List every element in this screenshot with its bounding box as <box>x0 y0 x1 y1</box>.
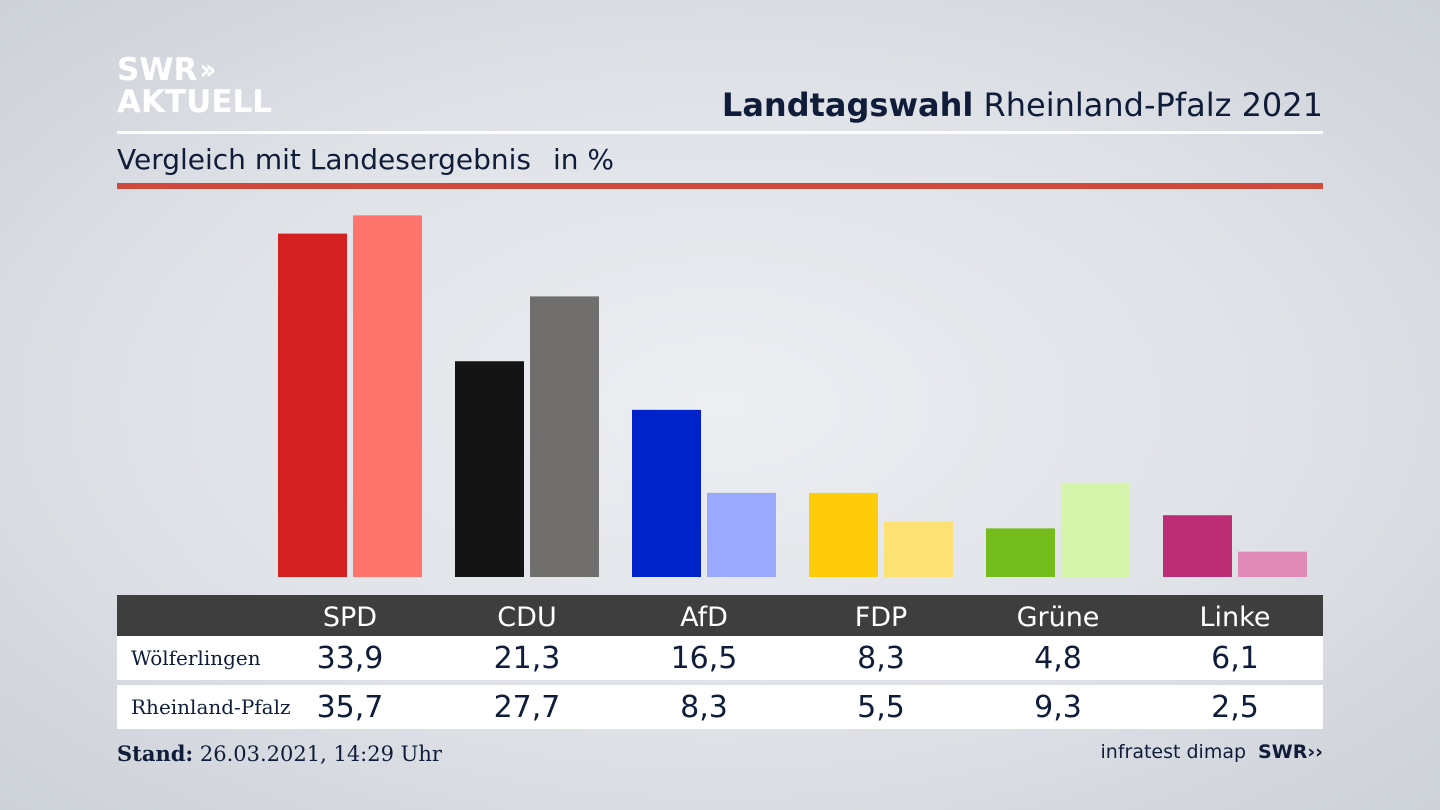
bar-cdu-state <box>530 296 599 577</box>
table-cell: 9,3 <box>1034 689 1082 725</box>
bar-grüne-state <box>1061 482 1130 577</box>
column-header: Grüne <box>1016 602 1100 633</box>
divider-accent <box>117 183 1323 189</box>
brand-logo: SWR›› <box>1258 741 1323 763</box>
table-cell: 4,8 <box>1034 640 1082 676</box>
table-header-row: SPD CDU AfD FDP Grüne Linke <box>117 595 1323 636</box>
bar-grüne-local <box>986 528 1055 577</box>
title-bold: Landtagswahl <box>721 86 974 124</box>
table-cell: 21,3 <box>493 640 561 676</box>
table-cell: 5,5 <box>857 689 905 725</box>
table-cell: 8,3 <box>680 689 728 725</box>
stand-value: 26.03.2021, 14:29 Uhr <box>199 742 442 766</box>
title-rest: Rheinland-Pfalz 2021 <box>983 86 1323 124</box>
table-row: Rheinland-Pfalz 35,7 27,7 8,3 5,5 9,3 2,5 <box>117 685 1323 729</box>
bar-afd-state <box>707 492 776 577</box>
bar-spd-state <box>353 215 422 577</box>
row-label: Wölferlingen <box>131 646 261 670</box>
table-cell: 27,7 <box>493 689 561 725</box>
results-table: SPD CDU AfD FDP Grüne Linke Wölferlingen 33,9… <box>117 595 1323 729</box>
unit-label: in % <box>552 143 615 176</box>
brand-chevron-icon: ›› <box>1307 741 1323 763</box>
table-cell: 33,9 <box>316 640 384 676</box>
source-credit: infratest dimap SWR›› <box>1101 741 1324 763</box>
column-header: SPD <box>322 602 378 633</box>
column-header: FDP <box>854 602 908 633</box>
bar-fdp-local <box>809 492 878 577</box>
table-cell: 8,3 <box>857 640 905 676</box>
bar-spd-local <box>278 233 347 577</box>
table-cell: 2,5 <box>1211 689 1259 725</box>
bar-cdu-local <box>455 361 524 577</box>
chart-subtitle: Vergleich mit Landesergebnis in % <box>117 143 614 176</box>
logo-line1: SWR <box>117 52 198 88</box>
bar-fdp-state <box>884 521 953 577</box>
column-header: AfD <box>680 602 728 633</box>
table-cell: 6,1 <box>1211 640 1259 676</box>
row-label: Rheinland-Pfalz <box>131 695 291 719</box>
column-header: Linke <box>1199 602 1271 633</box>
table-row: Wölferlingen 33,9 21,3 16,5 8,3 4,8 6,1 <box>117 636 1323 680</box>
stand-label: Stand: <box>117 741 194 766</box>
bar-afd-local <box>632 409 701 577</box>
divider-white <box>117 131 1323 134</box>
timestamp: Stand: 26.03.2021, 14:29 Uhr <box>117 741 442 766</box>
bar-linke-state <box>1238 551 1307 577</box>
column-header: CDU <box>497 602 557 633</box>
bar-linke-local <box>1163 515 1232 577</box>
subtitle-text: Vergleich mit Landesergebnis <box>117 143 531 176</box>
page-title: Landtagswahl Rheinland-Pfalz 2021 <box>722 86 1323 124</box>
logo-line2: AKTUELL <box>117 84 273 120</box>
swr-aktuell-logo: SWR ›› AKTUELL <box>117 52 273 120</box>
table-cell: 16,5 <box>670 640 738 676</box>
table-cell: 35,7 <box>316 689 384 725</box>
source-label: infratest dimap <box>1100 741 1247 763</box>
brand-text: SWR <box>1258 741 1308 763</box>
